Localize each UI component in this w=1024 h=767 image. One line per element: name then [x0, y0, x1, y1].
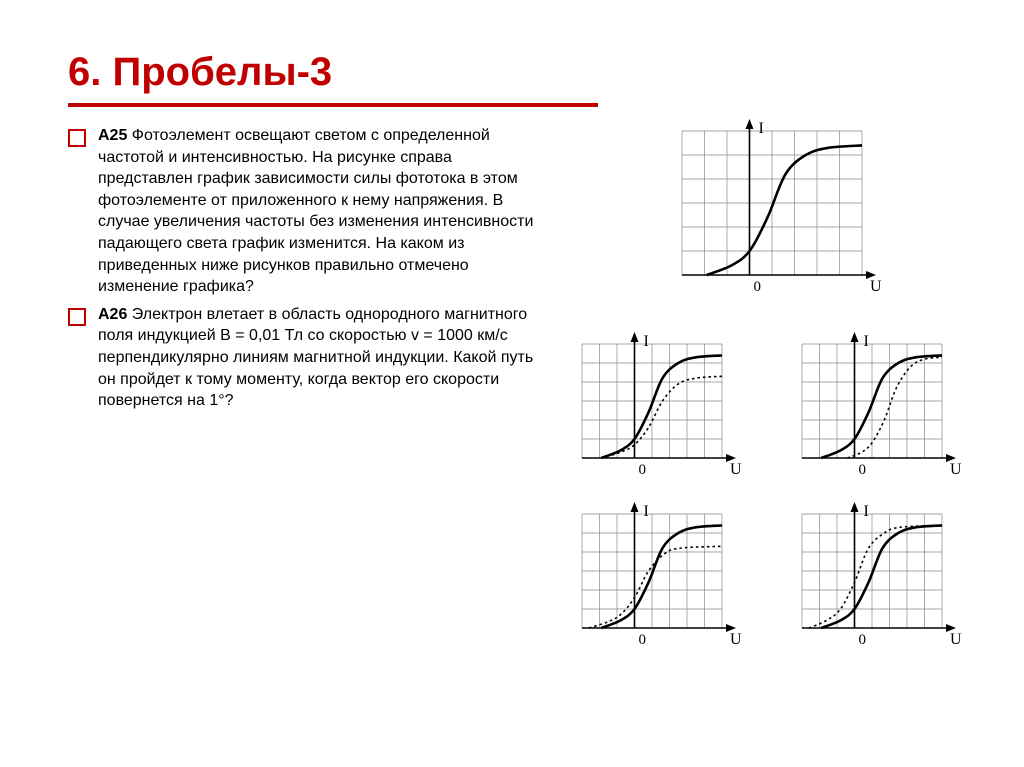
q25-label: А25	[98, 127, 127, 144]
svg-text:I: I	[644, 503, 649, 520]
svg-text:0: 0	[754, 279, 762, 295]
q26-text: Электрон влетает в область однородного м…	[98, 306, 533, 409]
option-graph-1: I U 0	[558, 330, 748, 485]
graphs-column: IU0 IU0 IU0 IU0 IU0	[548, 125, 986, 418]
bullet-icon	[68, 308, 86, 326]
q25-text: Фотоэлемент освещают светом с определенн…	[98, 127, 533, 295]
question-a25: А25 Фотоэлемент освещают светом с опреде…	[68, 125, 548, 298]
svg-text:I: I	[864, 503, 869, 520]
option-graph-4: I U 0	[778, 500, 968, 655]
title-divider	[68, 103, 598, 107]
main-iv-graph: I U 0	[658, 117, 888, 302]
svg-text:I: I	[759, 120, 764, 137]
svg-text:I: I	[644, 333, 649, 350]
svg-text:U: U	[950, 631, 962, 648]
svg-text:U: U	[870, 278, 882, 295]
slide-title: 6. Пробелы-3	[68, 50, 986, 95]
svg-text:0: 0	[639, 632, 647, 648]
svg-text:U: U	[950, 461, 962, 478]
svg-text:0: 0	[639, 462, 647, 478]
svg-text:I: I	[864, 333, 869, 350]
option-graph-2: I U 0	[778, 330, 968, 485]
svg-text:U: U	[730, 631, 742, 648]
question-a26: А26 Электрон влетает в область однородно…	[68, 304, 548, 412]
text-column: А25 Фотоэлемент освещают светом с опреде…	[68, 125, 548, 418]
svg-text:U: U	[730, 461, 742, 478]
q26-label: А26	[98, 306, 127, 323]
bullet-icon	[68, 129, 86, 147]
svg-text:0: 0	[859, 632, 867, 648]
option-graph-3: I U 0	[558, 500, 748, 655]
svg-text:0: 0	[859, 462, 867, 478]
